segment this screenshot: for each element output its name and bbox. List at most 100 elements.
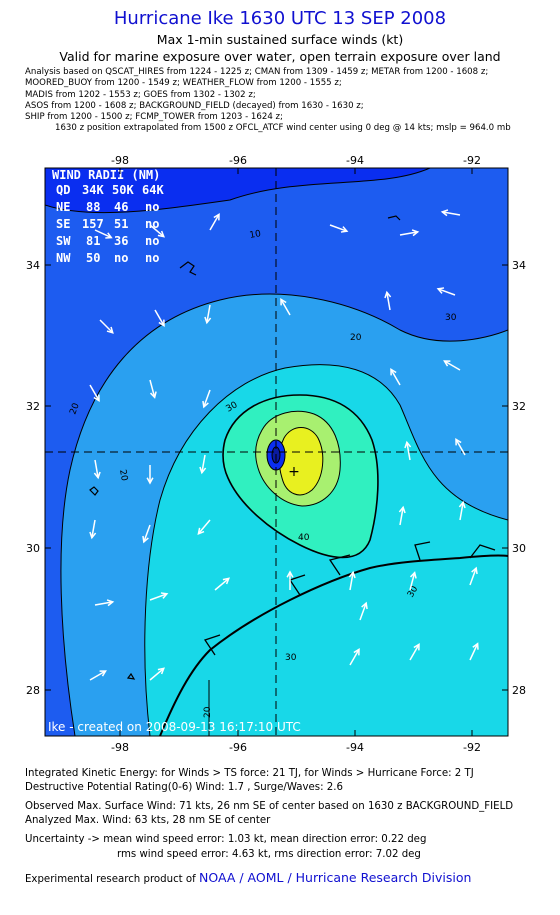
contour-fields: + 10 20 30 40 20 30 30 20 20 30 WIND RAD… [45,168,508,736]
page-title: Hurricane Ike 1630 UTC 13 SEP 2008 [113,8,447,29]
wind-arrow-head [106,326,114,334]
wind-arrow-head [99,670,107,677]
analysis-line: ASOS from 1200 - 1608 z; BACKGROUND_FIEL… [25,100,364,111]
wind-arrow [406,442,411,461]
lat-tick-left: 30 [26,542,40,555]
wind-arrow-head [93,394,100,402]
lake-shore [89,215,401,680]
wind-radii-table: WIND RADII (NM) QD 34K 50K 64K NE 88 46 … [52,168,164,265]
lat-tick-left: 28 [26,684,40,697]
wind-arrow-head [455,438,462,446]
lat-tick-right: 30 [512,542,526,555]
subtitle-exposure: Valid for marine exposure over water, op… [59,49,501,64]
wind-radii-col: 64K [142,183,164,197]
radii-quadrant: SE [56,217,70,231]
radii-64k: no [145,234,159,248]
wind-arrow-head [213,213,220,221]
wind-arrow-head [157,230,165,238]
analysis-line: 1630 z position extrapolated from 1500 z… [55,123,511,134]
wind-arrow [89,670,106,681]
wind-arrow [154,309,165,326]
contour-60-region [278,427,324,496]
lon-tick-top: -94 [346,154,364,167]
wind-arrow [409,644,420,661]
lon-tick-top: -98 [111,154,129,167]
wind-arrow [399,231,418,236]
wind-map: + 10 20 30 40 20 30 30 20 20 30 WIND RAD… [26,154,526,754]
lat-tick-left: 32 [26,400,40,413]
radii-34k: 157 [82,217,104,231]
lat-tick-right: 34 [512,259,526,272]
dpr-line: Destructive Potential Rating(0-6) Wind: … [25,782,343,793]
wind-arrow [437,288,456,296]
analysis-line: MADIS from 1202 - 1553 z; GOES from 1302… [25,89,256,100]
wind-arrow [349,649,360,666]
hrd-link[interactable]: NOAA / AOML / Hurricane Research Divisio… [198,870,472,885]
analysis-sources: Analysis based on QSCAT_HIRES from 1224 … [25,67,511,135]
wind-arrow [386,292,391,311]
wind-arrow [359,602,367,621]
wind-arrow [390,369,401,386]
coastline [159,554,508,736]
wind-radii-col: QD [56,183,70,197]
center-marker: + [288,464,300,480]
contour-label: 30 [285,653,297,663]
wind-radii-row: NW 50 no no [56,251,159,265]
radii-34k: 88 [86,200,100,214]
wind-arrow-head [93,471,101,480]
subtitle-winds: Max 1-min sustained surface winds (kt) [156,32,404,47]
lon-tick-top: -92 [463,154,481,167]
wind-arrow [469,643,479,661]
radii-quadrant: NE [56,200,70,214]
wind-arrow [399,507,404,526]
wind-arrow [469,567,477,586]
wind-arrow-head [157,667,165,675]
contour-label: 20 [203,706,213,718]
wind-arrow [214,577,230,591]
wind-arrow-head [348,570,356,579]
wind-arrow-head [353,648,360,656]
wind-arrow-head [286,570,294,578]
wind-arrow [329,224,348,232]
wind-arrow-head [197,527,205,535]
lat-tick-right: 28 [512,684,526,697]
wind-arrow-head [149,391,157,399]
lat-tick-right: 32 [512,400,526,413]
wind-arrow [459,502,464,521]
wind-arrow-head [160,592,169,599]
radii-64k: no [145,251,159,265]
wind-arrow-head [146,477,154,485]
radii-64k: no [145,217,159,231]
wind-arrow-head [458,500,466,509]
wind-arrow [91,519,96,538]
wind-arrow [197,519,211,535]
wind-arrow-head [340,226,349,233]
wind-arrow-head [409,571,417,579]
creation-stamp: Ike - created on 2008-09-13 16:17:10 UTC [48,720,301,734]
wind-arrow [149,224,165,238]
wind-radii-row: SE 157 51 no [56,217,159,231]
wind-arrow [149,667,165,681]
lon-tick-bottom: -96 [229,741,247,754]
wind-arrow [442,211,461,216]
wind-arrow-head [398,505,406,514]
contour-label: 20 [117,469,129,482]
radii-34k: 50 [86,251,100,265]
credit-prefix: Experimental research product of [25,874,199,885]
analyzed-max-line: Analyzed Max. Wind: 63 kts, 28 nm SE of … [25,815,271,826]
analysis-line: Analysis based on QSCAT_HIRES from 1224 … [25,67,489,77]
contour-label: 40 [298,533,310,543]
wind-arrow-head [361,601,368,610]
wind-vectors [89,209,479,681]
wind-arrow-head [142,535,149,544]
wind-arrow [94,601,113,606]
radii-50k: 36 [114,234,128,248]
wind-arrow [149,379,156,398]
wind-radii-row: NE 88 46 no [56,200,159,214]
wind-arrow [143,524,151,543]
axis-labels: -98 -96 -94 -92 -98 -96 -94 -92 34 32 30… [26,154,526,754]
wind-arrow-head [471,566,478,575]
wind-arrow-head [384,290,392,299]
radii-quadrant: NW [56,251,71,265]
wind-arrow-head [440,209,449,217]
